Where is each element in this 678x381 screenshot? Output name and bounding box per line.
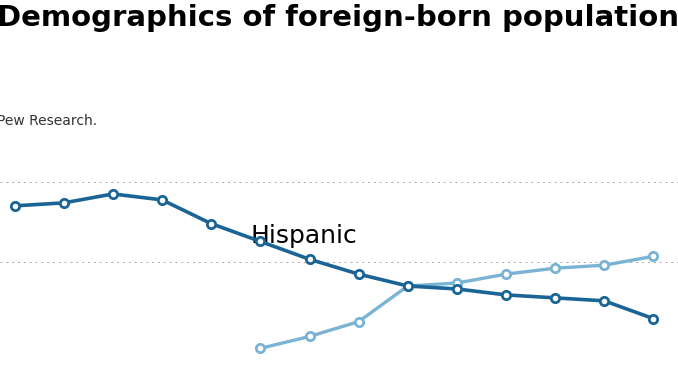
- Text: Demographics of foreign-born population: Demographics of foreign-born population: [0, 4, 678, 32]
- Text: Pew Research.: Pew Research.: [0, 114, 97, 128]
- Text: Hispanic: Hispanic: [251, 224, 357, 248]
